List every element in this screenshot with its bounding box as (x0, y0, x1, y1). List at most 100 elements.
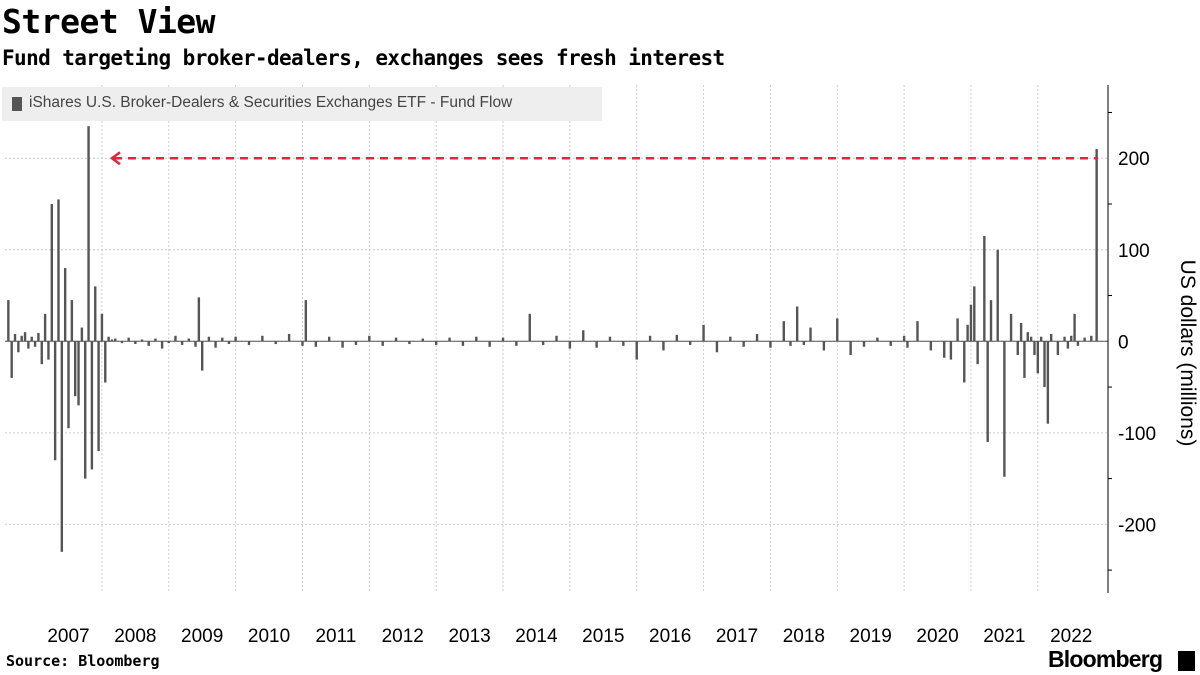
flow-bar (80, 327, 84, 342)
flow-bar (201, 341, 204, 371)
flow-bar (906, 341, 909, 348)
flow-bar (943, 341, 946, 358)
flow-bar (916, 321, 919, 342)
flow-bar (1009, 313, 1013, 342)
flow-bar (1095, 149, 1098, 342)
flow-bar (488, 341, 491, 347)
flow-bar (394, 337, 398, 342)
flow-bar (963, 341, 966, 383)
flow-bar (154, 338, 157, 342)
x-tick-label: 2010 (248, 626, 290, 647)
flow-bar (1076, 341, 1080, 346)
x-tick-label: 2014 (515, 626, 558, 647)
flow-bar (1019, 322, 1023, 342)
flow-bar (214, 341, 217, 348)
bloomberg-terminal-icon (1178, 651, 1195, 671)
flow-bar (207, 336, 211, 342)
flow-bar (110, 339, 114, 342)
flow-bar (304, 300, 308, 342)
y-axis-label-container: US dollars (millions) (1167, 213, 1200, 493)
flow-bar (368, 335, 371, 342)
x-tick-label: 2008 (114, 626, 156, 647)
flow-bar (688, 341, 692, 345)
flow-bar (1063, 336, 1066, 342)
flow-bar (675, 334, 679, 342)
x-tick-label: 2012 (382, 626, 424, 647)
y-tick-label: -200 (1118, 515, 1156, 536)
x-tick-label: 2015 (582, 626, 624, 647)
flow-bar (973, 286, 976, 342)
x-tick-label: 2016 (649, 626, 691, 647)
chart-title: Street View (2, 2, 216, 41)
flow-bar (635, 341, 638, 360)
flow-bar (755, 333, 759, 342)
chart-subtitle: Fund targeting broker-dealers, exchanges… (2, 46, 725, 70)
x-tick-label: 2020 (916, 626, 958, 647)
flow-bar (63, 268, 67, 342)
flow-bar (555, 335, 558, 342)
flow-bar (1066, 341, 1070, 349)
flow-bar (140, 339, 144, 342)
flow-bar (247, 341, 251, 345)
y-tick-label: 100 (1118, 241, 1150, 262)
flow-bar (822, 341, 826, 351)
flow-bar (622, 341, 625, 346)
flow-bar (1036, 341, 1040, 374)
flow-bar (421, 338, 425, 342)
flow-bar (87, 126, 90, 342)
flow-bar (1046, 341, 1050, 424)
flow-bar (30, 336, 33, 342)
flow-bar (976, 341, 979, 365)
source-note: Source: Bloomberg (6, 652, 160, 670)
flow-bar (114, 338, 117, 342)
flow-bar (782, 321, 785, 342)
flow-bar (20, 335, 23, 342)
flow-bar (949, 341, 953, 360)
flow-bar (802, 341, 806, 345)
y-tick-label: 0 (1118, 332, 1129, 353)
flow-bar (541, 341, 545, 345)
flow-bar (1090, 335, 1093, 342)
flow-bar (989, 300, 993, 342)
y-axis-label: US dollars (millions) (1176, 259, 1199, 447)
flow-bar (986, 341, 989, 442)
flow-bar (528, 313, 531, 342)
flow-bar (174, 335, 177, 342)
x-tick-label: 2022 (1050, 626, 1092, 647)
flow-bar (160, 341, 164, 349)
flow-bar (795, 306, 799, 342)
flow-bar (73, 341, 77, 397)
flow-bar (50, 203, 53, 342)
x-tick-label: 2011 (315, 626, 356, 647)
legend-label: iShares U.S. Broker-Dealers & Securities… (29, 94, 513, 111)
x-tick-label: 2018 (783, 626, 825, 647)
x-axis: 2007 2008 2009 2010 2011 2012 2013 2014 2015 2016… (47, 626, 1092, 647)
flow-bar (702, 324, 705, 342)
flow-bar (90, 341, 94, 470)
flow-bar (104, 341, 107, 383)
flow-bar (27, 341, 30, 349)
flow-bar (1016, 341, 1019, 356)
flow-bar (501, 337, 505, 342)
flow-bar (167, 341, 170, 344)
flow-bar (862, 341, 866, 347)
flow-bar (134, 341, 137, 345)
flow-bar (187, 338, 191, 342)
flow-bar (127, 337, 130, 342)
x-tick-label: 2021 (983, 626, 1025, 647)
flow-bar (194, 341, 197, 347)
flow-bar (57, 199, 60, 342)
flow-bar (902, 335, 906, 342)
flow-bar (274, 341, 277, 345)
flow-bar (475, 336, 478, 342)
flow-bar (341, 341, 344, 348)
flow-bar (221, 337, 224, 342)
flow-bar (595, 341, 598, 348)
flow-bar (966, 324, 969, 342)
flow-bar (287, 333, 291, 342)
y-tick-label: 200 (1118, 149, 1150, 170)
flow-bar (23, 332, 27, 342)
flow-bar (7, 300, 10, 342)
flow-bar (328, 336, 331, 342)
flow-bar (608, 336, 612, 342)
